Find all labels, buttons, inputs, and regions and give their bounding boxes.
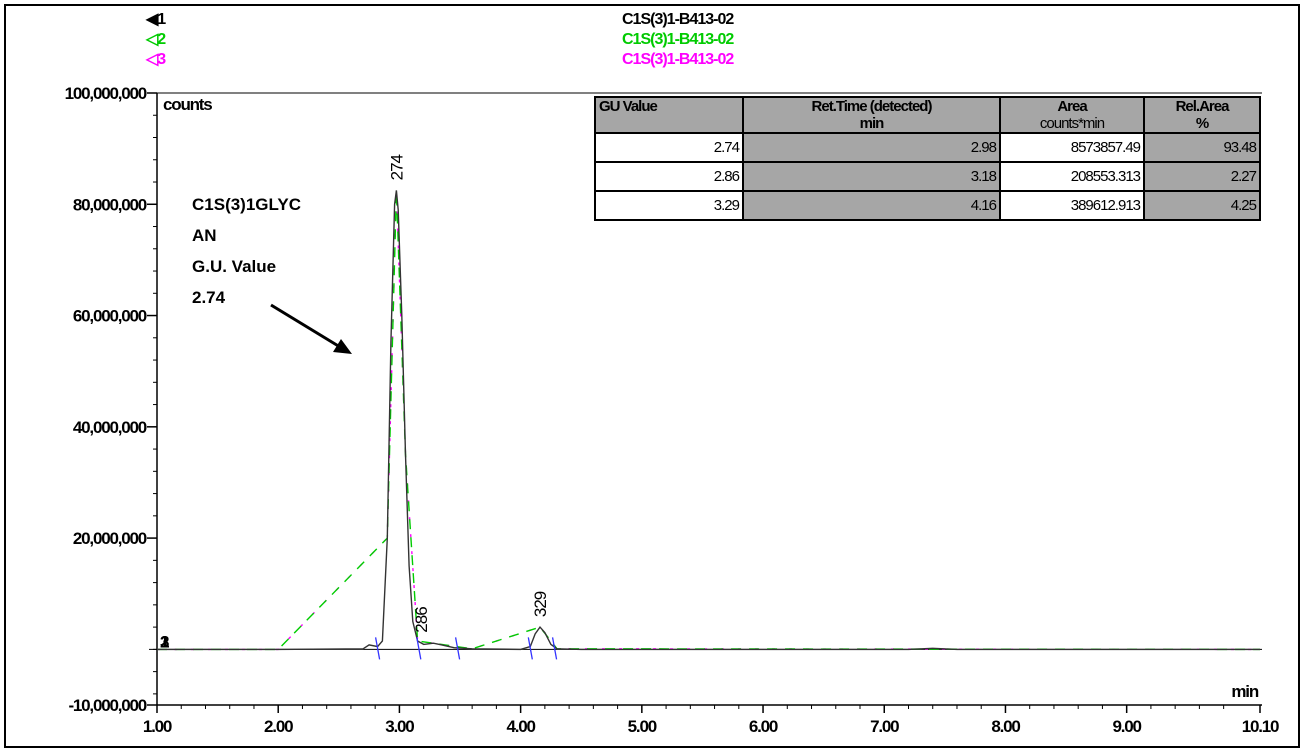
integration-mark bbox=[527, 637, 533, 660]
trace-start-marker-2: 2 bbox=[160, 632, 169, 651]
series-line-1 bbox=[157, 190, 1260, 651]
integration-mark bbox=[551, 637, 558, 660]
integration-mark bbox=[454, 637, 461, 660]
trace-start-marker-3: 3 bbox=[160, 632, 169, 651]
area-cell: 208553.313 bbox=[999, 161, 1145, 192]
legend-marker-3: ◁3 bbox=[145, 51, 166, 68]
y-tick-label: -10,000,000 bbox=[68, 696, 146, 715]
y-tick-label: 100,000,000 bbox=[65, 84, 147, 103]
series-line-2 bbox=[157, 190, 1261, 651]
annotation-line: AN bbox=[192, 226, 217, 245]
area-cell: 8573857.49 bbox=[999, 132, 1145, 163]
header-area: Area counts*min bbox=[999, 96, 1145, 134]
trace-start-marker-1: 1 bbox=[160, 632, 169, 651]
x-tick-label: 7.00 bbox=[870, 717, 899, 736]
table-row: 3.29 4.16 389612.913 4.25 bbox=[594, 190, 1261, 221]
gu-value-cell: 2.74 bbox=[594, 132, 744, 163]
x-tick-label: 8.00 bbox=[991, 717, 1020, 736]
gu-value-cell: 2.86 bbox=[594, 161, 744, 192]
table-row: 2.74 2.98 8573857.49 93.48 bbox=[594, 132, 1261, 163]
peak-label: 286 bbox=[412, 607, 431, 633]
x-tick-label: 10.10 bbox=[1242, 717, 1279, 736]
peak-label: 329 bbox=[531, 591, 550, 617]
ret-time-cell: 2.98 bbox=[742, 132, 1001, 163]
legend-label-3: C1S(3)1-B413-02 bbox=[622, 51, 734, 68]
y-tick-label: 40,000,000 bbox=[73, 418, 147, 437]
legend-label-1: C1S(3)1-B413-02 bbox=[622, 11, 734, 28]
annotation-line: G.U. Value bbox=[192, 257, 276, 276]
peak-label: 274 bbox=[387, 154, 406, 180]
series-line-3 bbox=[157, 190, 1261, 651]
x-axis-unit: min bbox=[1231, 682, 1258, 701]
x-tick-label: 9.00 bbox=[1113, 717, 1142, 736]
x-tick-label: 5.00 bbox=[628, 717, 657, 736]
table-row: 2.86 3.18 208553.313 2.27 bbox=[594, 161, 1261, 192]
integration-mark bbox=[416, 637, 422, 660]
x-tick-label: 4.00 bbox=[506, 717, 535, 736]
annotation-arrow-shaft bbox=[270, 303, 341, 349]
y-tick-label: 20,000,000 bbox=[73, 529, 147, 548]
table-header-row: GU Value Ret.Time (detected) min Area co… bbox=[594, 96, 1261, 134]
x-tick-label: 3.00 bbox=[385, 717, 414, 736]
legend-marker-1: ◀1 bbox=[145, 11, 166, 28]
header-gu-value: GU Value bbox=[594, 96, 744, 134]
annotation-line: C1S(3)1GLYC bbox=[192, 195, 301, 214]
gu-value-cell: 3.29 bbox=[594, 190, 744, 221]
y-tick-label: 80,000,000 bbox=[73, 195, 147, 214]
header-ret-time: Ret.Time (detected) min bbox=[742, 96, 1001, 134]
area-cell: 389612.913 bbox=[999, 190, 1145, 221]
results-table: GU Value Ret.Time (detected) min Area co… bbox=[594, 96, 1261, 221]
rel-area-cell: 4.25 bbox=[1143, 190, 1261, 221]
header-rel-area: Rel.Area % bbox=[1143, 96, 1261, 134]
x-tick-label: 6.00 bbox=[749, 717, 778, 736]
x-tick-label: 1.00 bbox=[143, 717, 172, 736]
legend-label-2: C1S(3)1-B413-02 bbox=[622, 31, 734, 48]
ret-time-cell: 4.16 bbox=[742, 190, 1001, 221]
y-tick-label: 60,000,000 bbox=[73, 307, 147, 326]
rel-area-cell: 93.48 bbox=[1143, 132, 1261, 163]
y-axis-unit: counts bbox=[163, 95, 212, 114]
rel-area-cell: 2.27 bbox=[1143, 161, 1261, 192]
ret-time-cell: 3.18 bbox=[742, 161, 1001, 192]
x-tick-label: 2.00 bbox=[264, 717, 293, 736]
annotation-arrow-head bbox=[333, 339, 352, 354]
legend-marker-2: ◁2 bbox=[145, 31, 166, 48]
annotation-line: 2.74 bbox=[192, 288, 226, 307]
integration-mark bbox=[374, 637, 381, 660]
